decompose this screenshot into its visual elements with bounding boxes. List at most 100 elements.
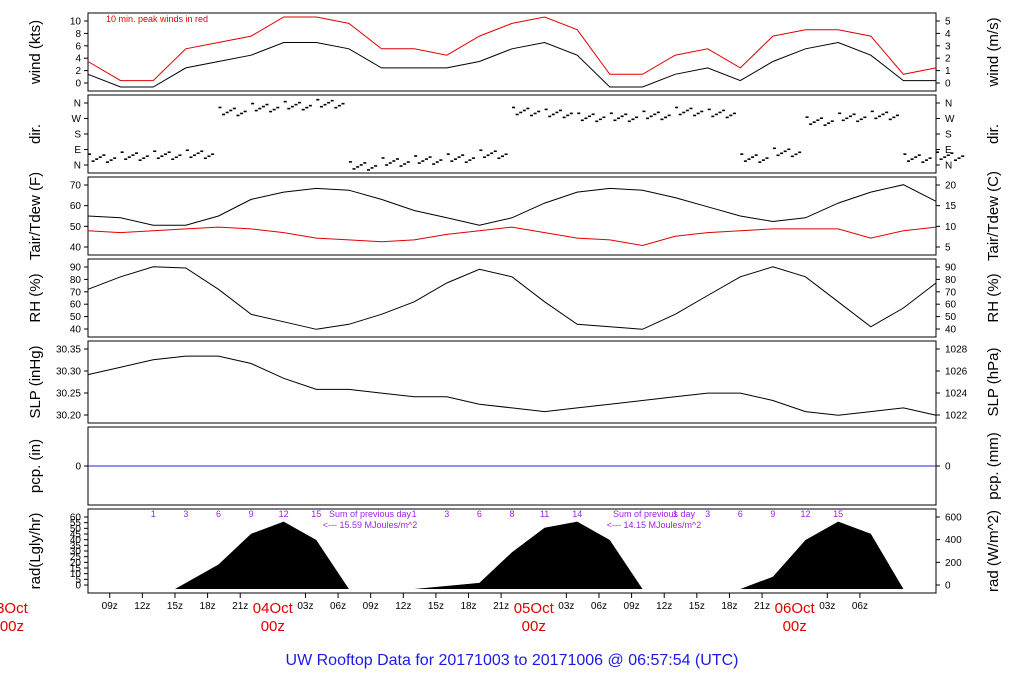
dir-point xyxy=(276,106,280,109)
y-tick-label-left: 4 xyxy=(75,54,81,65)
rad-hour-mark: 8 xyxy=(509,509,514,519)
dir-point xyxy=(515,113,519,116)
dir-point xyxy=(906,160,910,162)
dir-point xyxy=(917,154,921,156)
x-tick-label: 15z xyxy=(428,601,444,612)
y-tick-label-right: 15 xyxy=(945,201,957,212)
y-tick-label-left: 6 xyxy=(75,41,81,52)
dir-point xyxy=(88,153,91,155)
y-tick-label-left: N xyxy=(74,99,81,110)
y-tick-label-left: 70 xyxy=(70,181,82,192)
rad-hour-mark: 15 xyxy=(311,509,321,519)
dir-point xyxy=(856,120,860,123)
dir-point xyxy=(700,110,704,113)
dir-point xyxy=(620,115,624,118)
y-tick-label-right: 0 xyxy=(945,79,951,90)
dir-point xyxy=(537,110,541,113)
dir-point xyxy=(936,151,939,153)
dir-point xyxy=(519,111,523,114)
dir-point xyxy=(153,150,157,153)
x-tick-label: 03z xyxy=(819,601,835,612)
dir-point xyxy=(819,117,823,119)
dir-point xyxy=(722,109,726,112)
dir-point xyxy=(838,112,842,115)
dir-point xyxy=(957,157,961,159)
y-tick-label-right: 0 xyxy=(945,581,951,592)
x-axis: 09z 12z 15z 18z 21z 03z 06z 09z 12z 15z 18z 21z 03z 0… xyxy=(0,593,868,635)
dir-point xyxy=(682,111,686,114)
x-tick-label: 03z xyxy=(297,601,313,612)
day-label: 3Oct xyxy=(0,600,29,617)
y-tick-label-left: 30.20 xyxy=(56,411,81,422)
y-tick-label-left: 5 xyxy=(75,575,81,586)
day-sub-label: 00z xyxy=(0,618,24,635)
y-tick-label-right: 40 xyxy=(945,325,957,336)
y-tick-label-right: 5 xyxy=(945,17,951,28)
dir-point xyxy=(729,114,733,117)
rh-ylabel-right: RH (%) xyxy=(985,273,1002,322)
dir-point xyxy=(689,107,693,110)
y-tick-label-left: 0 xyxy=(75,581,81,592)
dir-point xyxy=(102,154,106,156)
x-tick-label: 18z xyxy=(721,601,737,612)
dir-point xyxy=(859,118,863,121)
dir-point xyxy=(747,158,751,160)
dir-point xyxy=(98,156,102,158)
rad-hour-mark: 14 xyxy=(572,509,582,519)
dir-point xyxy=(885,111,889,114)
rad-hour-mark: 12 xyxy=(801,509,811,519)
y-tick-label-right: 90 xyxy=(945,263,957,274)
rad-annotation-2: Sum of previous day xyxy=(613,509,696,519)
rad-annotation-1: Sum of previous day xyxy=(329,509,412,519)
rad-hour-mark: 6 xyxy=(477,509,482,519)
dir-point xyxy=(352,168,356,170)
dir-point xyxy=(685,109,689,112)
dir-point xyxy=(164,153,168,156)
dir-point xyxy=(512,106,515,109)
dir-point xyxy=(366,169,370,171)
dir-point xyxy=(120,151,124,153)
dir-point xyxy=(381,157,385,159)
dir-point xyxy=(881,113,885,116)
wind-series-1 xyxy=(87,41,936,88)
dir-point xyxy=(598,118,602,121)
rad-ylabel-left: rad(Lgly/hr) xyxy=(27,513,44,590)
rad-hour-mark: 1 xyxy=(412,509,417,519)
dir-point xyxy=(696,112,700,115)
dir-point xyxy=(555,111,559,114)
dir-point xyxy=(646,117,650,120)
dir-point xyxy=(482,156,486,159)
dir-point xyxy=(863,116,867,119)
dir-point xyxy=(424,158,428,160)
x-tick-label: 18z xyxy=(200,601,216,612)
dir-point xyxy=(584,117,588,120)
dir-point xyxy=(135,152,139,154)
dir-point xyxy=(493,150,497,153)
y-tick-label-left: 50 xyxy=(70,312,82,323)
y-tick-label-right: 60 xyxy=(945,300,957,311)
dir-point xyxy=(895,114,899,117)
dir-point xyxy=(743,160,747,162)
dir-point xyxy=(178,154,182,157)
dir-point xyxy=(327,101,331,104)
dir-point xyxy=(308,104,312,107)
dir-point xyxy=(370,167,374,169)
dir-point xyxy=(783,150,787,153)
dir-point xyxy=(754,154,758,156)
dir-point xyxy=(892,116,896,119)
dir-point xyxy=(283,100,287,103)
y-tick-label-right: 4 xyxy=(945,29,951,40)
y-tick-label-right: 1 xyxy=(945,66,951,77)
dir-point xyxy=(294,103,298,106)
dir-point xyxy=(656,111,660,114)
y-tick-label-left: 50 xyxy=(70,524,82,535)
y-tick-label-right: 1022 xyxy=(945,411,968,422)
dir-point xyxy=(566,114,570,117)
dir-point xyxy=(330,99,334,102)
dir-point xyxy=(946,154,950,156)
day-label: 05Oct xyxy=(514,600,555,617)
dir-point xyxy=(921,161,925,163)
dir-point xyxy=(471,157,475,159)
dir-point xyxy=(812,121,816,123)
rad-hour-mark: 6 xyxy=(216,509,221,519)
